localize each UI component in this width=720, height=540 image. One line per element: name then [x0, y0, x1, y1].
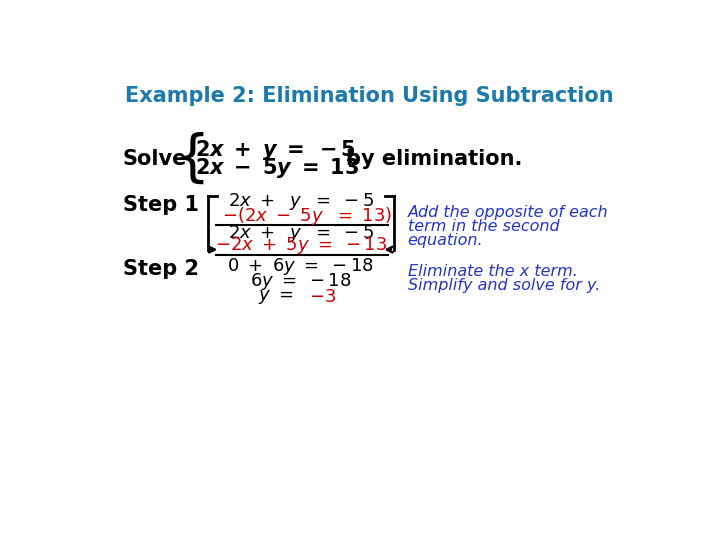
Text: $\mathbf{2}$$\bfit{x}$$\mathbf{\ +\ }$$\bfit{y}$$\mathbf{\ =\ -5}$: $\mathbf{2}$$\bfit{x}$$\mathbf{\ +\ }$$\…	[195, 138, 356, 161]
Text: Example 2: Elimination Using Subtraction: Example 2: Elimination Using Subtraction	[125, 86, 613, 106]
Text: $-2x\ +\ 5y\ =\ -13$: $-2x\ +\ 5y\ =\ -13$	[215, 235, 387, 256]
Text: Step 1: Step 1	[122, 195, 199, 215]
Text: Step 2: Step 2	[122, 259, 199, 279]
Text: equation.: equation.	[408, 233, 483, 248]
Text: Simplify and solve for y.: Simplify and solve for y.	[408, 278, 600, 293]
Text: $2x\ +\ \ y\ \ =\ -5$: $2x\ +\ \ y\ \ =\ -5$	[228, 223, 374, 244]
Text: Eliminate the x term.: Eliminate the x term.	[408, 264, 577, 279]
Text: $-(2x\ -\ 5y\ \ =\ 13)$: $-(2x\ -\ 5y\ \ =\ 13)$	[222, 206, 392, 227]
Text: $\{$: $\{$	[174, 131, 204, 186]
Text: $\mathbf{2}$$\bfit{x}$$\mathbf{\ -\ 5}$$\bfit{y}$$\mathbf{\ =\ 13}$: $\mathbf{2}$$\bfit{x}$$\mathbf{\ -\ 5}$$…	[195, 156, 359, 180]
Text: $0\ +\ 6y\ =\ -18$: $0\ +\ 6y\ =\ -18$	[228, 256, 374, 277]
Text: $6y\ =\ -18$: $6y\ =\ -18$	[250, 272, 351, 293]
Text: by elimination.: by elimination.	[346, 148, 522, 168]
Text: $-3$: $-3$	[309, 288, 336, 306]
Text: $y\ =$: $y\ =$	[258, 288, 294, 306]
Text: $2x\ +\ \ y\ \ =\ -5$: $2x\ +\ \ y\ \ =\ -5$	[228, 191, 374, 212]
Text: term in the second: term in the second	[408, 219, 559, 234]
Text: Add the opposite of each: Add the opposite of each	[408, 205, 608, 220]
Text: Solve: Solve	[122, 148, 187, 168]
